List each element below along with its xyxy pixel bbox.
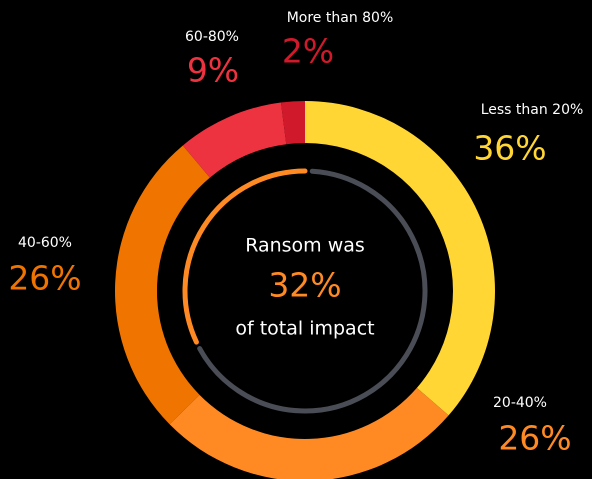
donut-segment [280, 101, 305, 145]
gauge-value [182, 168, 308, 345]
value-label: 9% [187, 51, 239, 90]
value-label: 26% [498, 419, 571, 458]
value-label: 26% [8, 259, 81, 298]
value-label: 36% [473, 129, 546, 168]
category-label: Less than 20% [481, 102, 584, 118]
donut-segment [305, 101, 495, 416]
category-label: 20-40% [493, 395, 547, 411]
category-label: 60-80% [185, 29, 239, 45]
center-line1: Ransom was [245, 235, 365, 257]
value-label: 2% [282, 32, 334, 71]
category-label: More than 80% [287, 10, 394, 26]
gauge-track [197, 168, 428, 414]
center-line2: of total impact [235, 318, 374, 340]
donut-segment [169, 387, 449, 479]
category-label: 40-60% [18, 235, 72, 251]
donut-segment [182, 102, 287, 178]
center-value: 32% [268, 266, 341, 305]
donut-segment [114, 145, 210, 425]
